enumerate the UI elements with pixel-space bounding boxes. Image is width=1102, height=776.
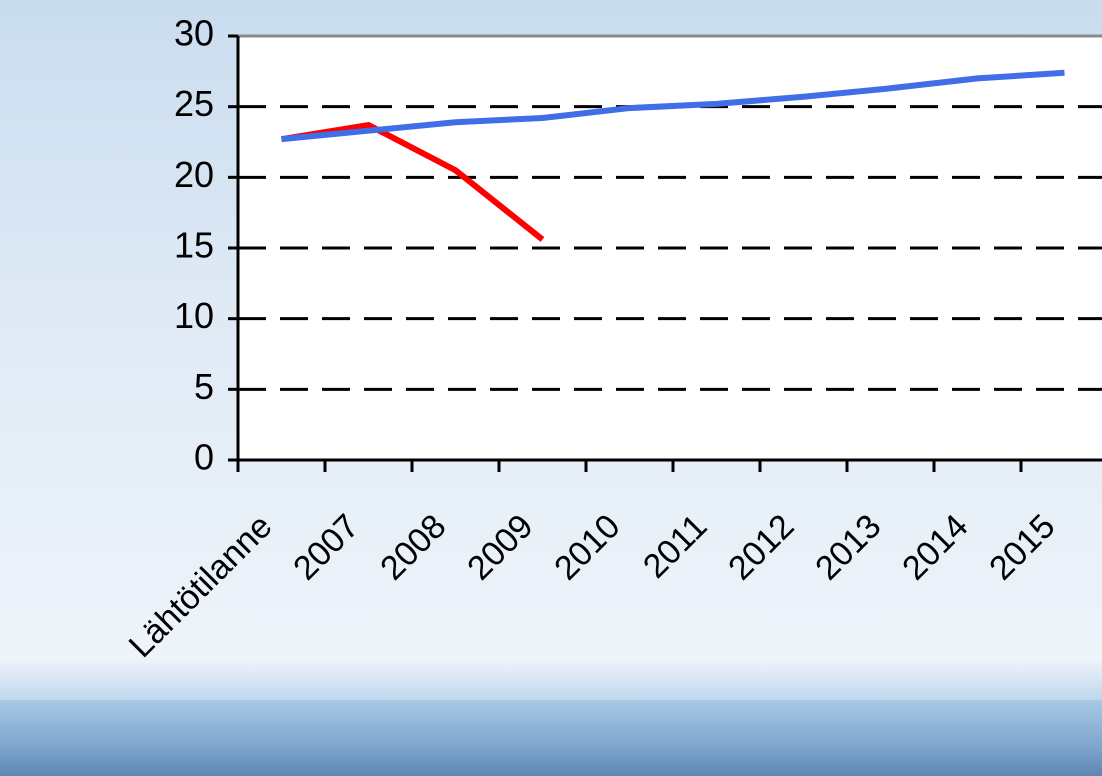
x-tick-label: 2009 (460, 507, 540, 587)
y-tick-label: 10 (174, 295, 214, 336)
y-tick-label: 25 (174, 83, 214, 124)
y-tick-label: 15 (174, 225, 214, 266)
y-tick-label: 0 (194, 437, 214, 478)
x-tick-label: 2007 (286, 507, 366, 587)
x-tick-label: 2010 (547, 507, 627, 587)
background-strip (0, 700, 1102, 776)
x-tick-label: Lähtötilanne (122, 507, 280, 665)
y-tick-label: 30 (174, 13, 214, 54)
x-tick-label: 2013 (808, 507, 888, 587)
x-tick-label: 2008 (373, 507, 453, 587)
y-tick-label: 20 (174, 154, 214, 195)
series-line (281, 69, 1065, 143)
x-tick-label: 2011 (636, 507, 715, 586)
x-tick-label: 2014 (895, 507, 975, 587)
x-tick-label: 2015 (982, 507, 1062, 587)
x-tick-label: 2012 (721, 507, 801, 587)
y-tick-label: 5 (194, 366, 214, 407)
